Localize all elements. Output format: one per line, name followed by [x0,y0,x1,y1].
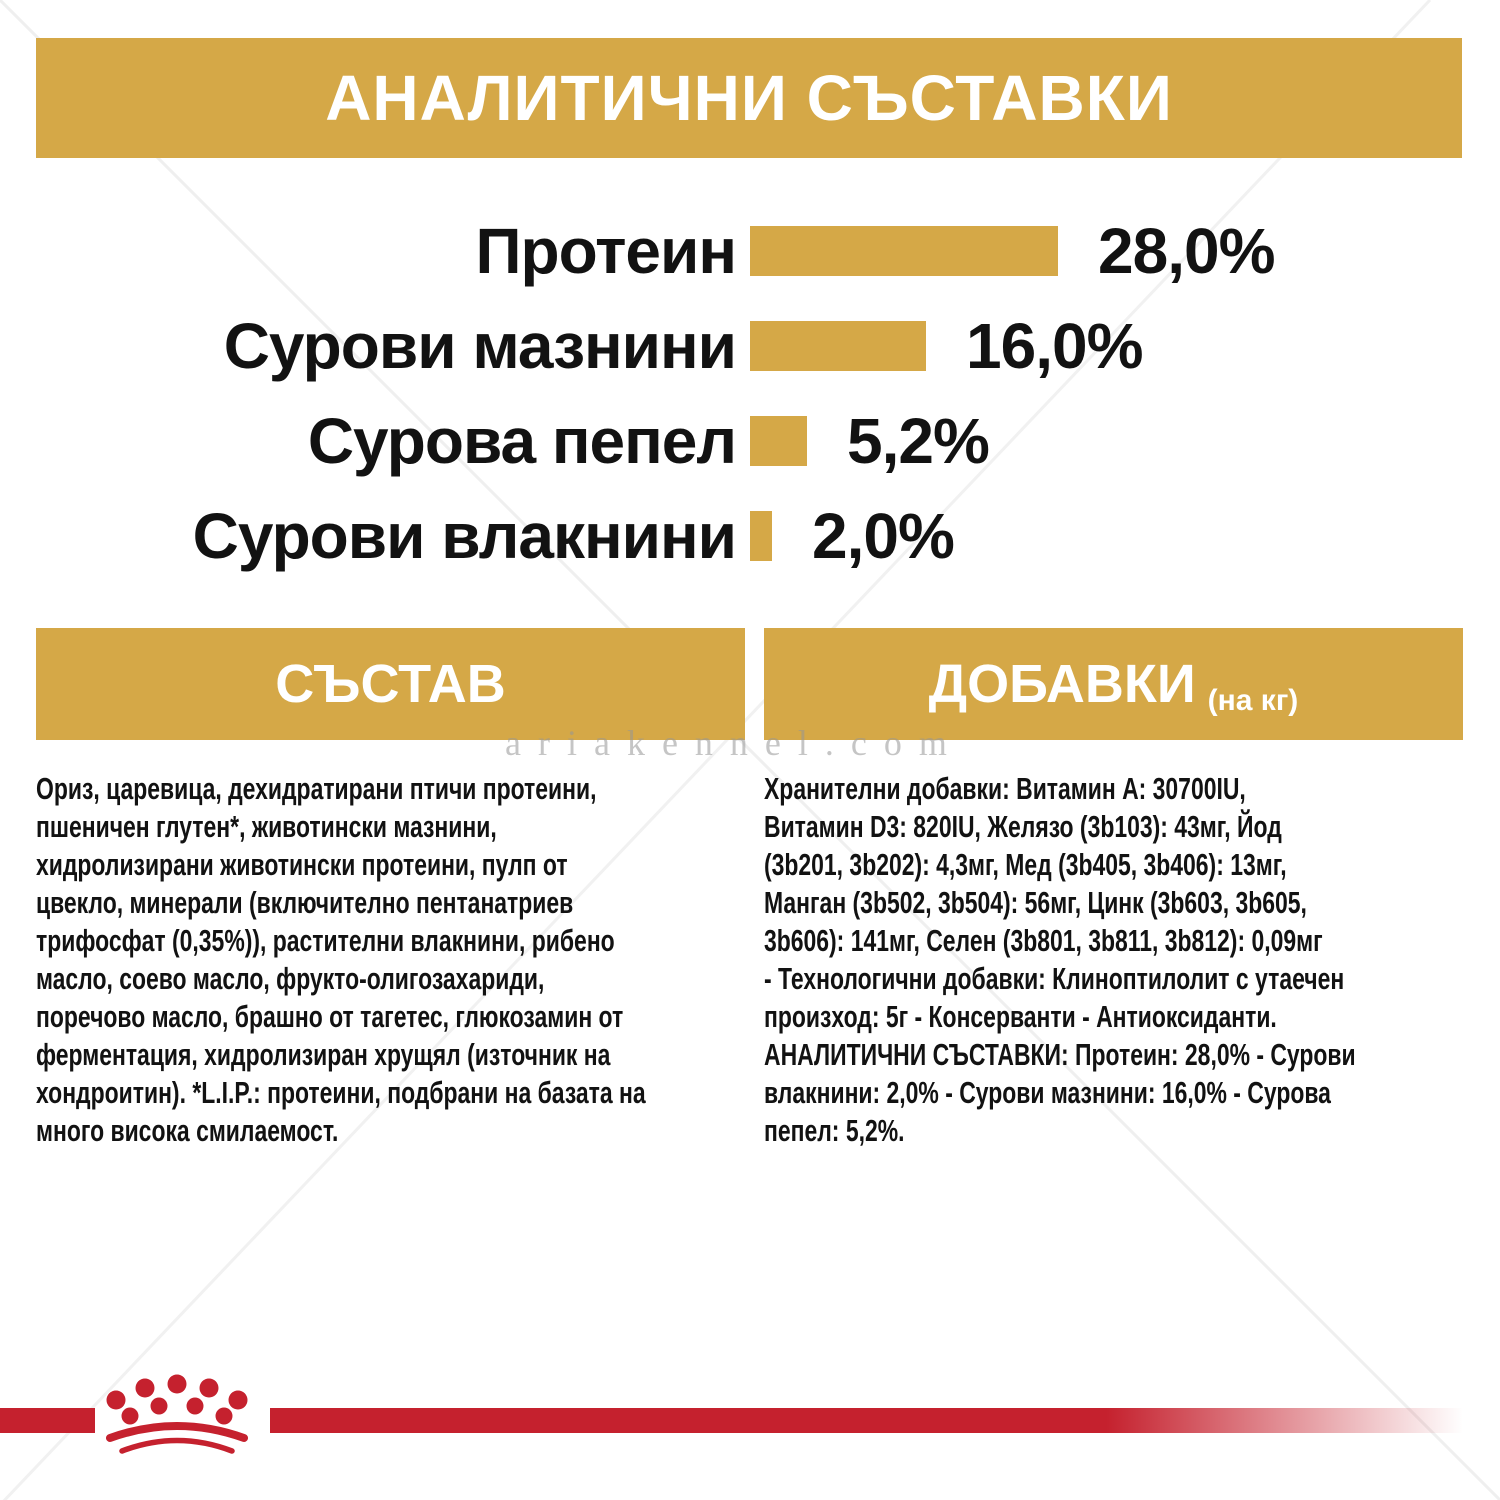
chart-bar [750,415,807,466]
chart-value-label: 5,2% [847,404,990,477]
chart-value-label: 16,0% [966,309,1143,382]
chart-row-crude-fibre: Сурови влакнини 2,0% [36,488,1466,583]
additives-title: ДОБАВКИ [928,654,1196,714]
chart-row-crude-fat: Сурови мазнини 16,0% [36,298,1466,393]
composition-banner: СЪСТАВ [36,628,745,740]
site-watermark-text: ariakennel.com [505,723,964,763]
chart-category-label: Сурови мазнини [223,309,737,382]
chart-row-protein: Протеин 28,0% [36,203,1466,298]
chart-row-crude-ash: Сурова пепел 5,2% [36,393,1466,488]
chart-value-label: 2,0% [812,499,955,572]
footer-red-band-left [0,1408,95,1433]
additives-details-text: Хранителни добавки: Витамин A: 30700IU, … [764,771,1356,1148]
chart-bar [750,225,1058,276]
additives-banner: ДОБАВКИ (на кг) [764,628,1463,740]
composition-title: СЪСТАВ [275,654,506,714]
chart-value-label: 28,0% [1098,214,1275,287]
analytical-constituents-banner: АНАЛИТИЧНИ СЪСТАВКИ [36,38,1462,158]
nutrients-bar-chart: Протеин 28,0% Сурови мазнини 16,0% Суров… [36,203,1466,583]
analytical-constituents-title: АНАЛИТИЧНИ СЪСТАВКИ [325,62,1173,134]
chart-category-label: Сурова пепел [307,404,737,477]
royal-canin-crown-logo-icon [106,1374,248,1454]
additives-title-suffix: (на кг) [1207,684,1299,717]
chart-bar [750,320,926,371]
chart-bar [750,510,772,561]
composition-ingredients-text: Ориз, царевица, дехидратирани птичи прот… [36,771,646,1148]
footer-red-band-right [270,1408,1500,1433]
chart-category-label: Протеин [475,214,737,287]
chart-category-label: Сурови влакнини [192,499,737,572]
